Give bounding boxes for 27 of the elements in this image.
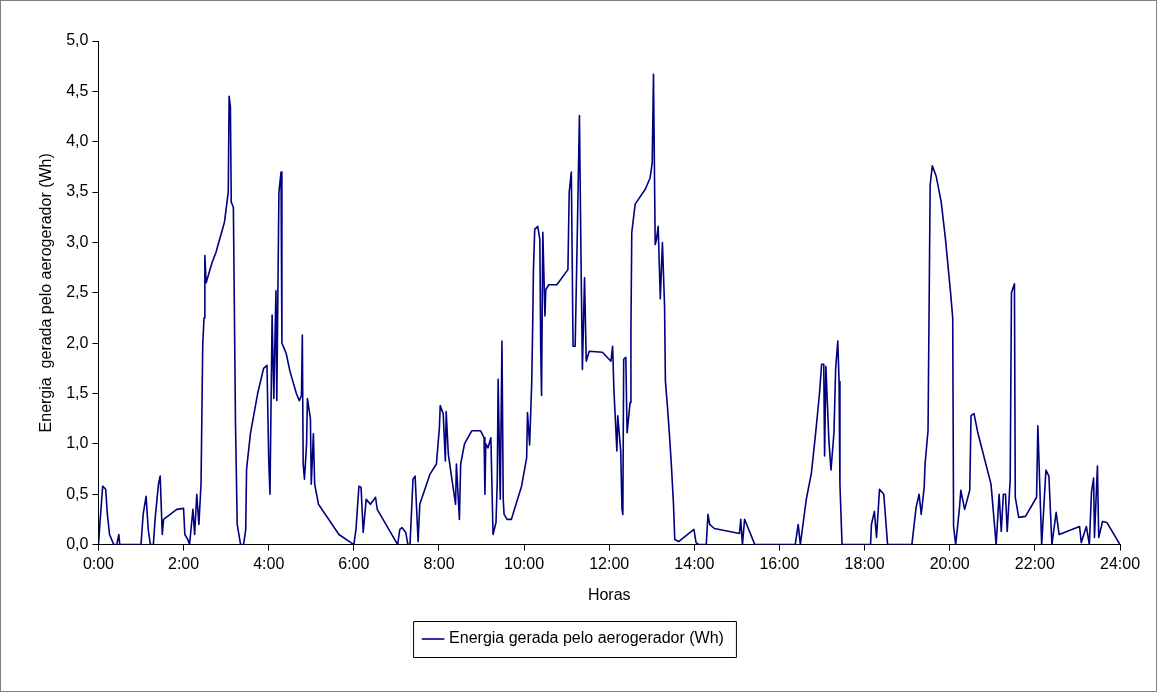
x-tick-label: 8:00 [423, 554, 455, 572]
y-tick-label: 3,5 [66, 182, 89, 200]
x-tick-label: 0:00 [82, 554, 115, 572]
x-tick-label: 6:00 [338, 554, 370, 572]
x-tick-label: 16:00 [759, 554, 800, 572]
x-tick-label: 20:00 [929, 554, 970, 572]
x-tick-label: 10:00 [504, 554, 545, 572]
y-tick-label: 4,0 [66, 132, 89, 150]
y-tick-label: 5,0 [66, 31, 89, 49]
y-tick-label: 1,5 [66, 383, 89, 401]
x-tick-label: 14:00 [674, 554, 715, 572]
x-tick-label: 12:00 [589, 554, 630, 572]
x-tick-label: 22:00 [1014, 554, 1055, 572]
x-tick-label: 2:00 [168, 554, 200, 572]
y-axis-title: Energia gerada pelo aerogerador (Wh) [37, 153, 55, 433]
x-tick-label: 18:00 [844, 554, 885, 572]
legend-label: Energia gerada pelo aerogerador (Wh) [449, 629, 724, 647]
y-tick-label: 0,0 [66, 535, 89, 553]
y-tick-label: 2,0 [66, 333, 89, 351]
y-tick-label: 1,0 [66, 434, 89, 452]
x-tick-label: 24:00 [1099, 554, 1141, 572]
y-tick-label: 4,5 [66, 81, 89, 99]
x-axis-title: Horas [587, 585, 631, 603]
y-tick-label: 0,5 [66, 484, 89, 502]
y-tick-label: 3,0 [66, 232, 89, 250]
y-tick-label: 2,5 [66, 283, 89, 301]
x-tick-label: 4:00 [253, 554, 285, 572]
